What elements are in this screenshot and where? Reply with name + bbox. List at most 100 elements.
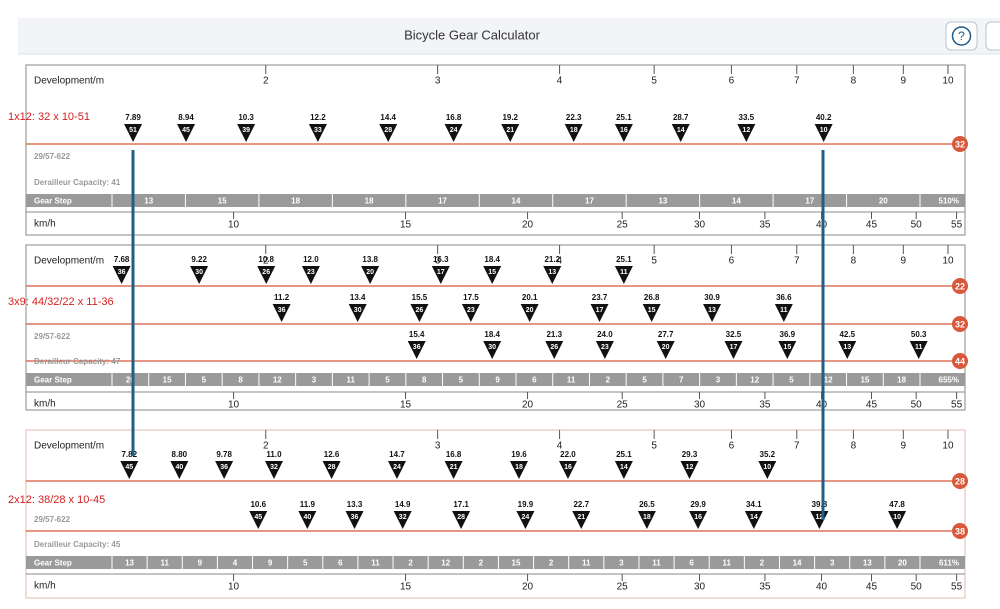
gear-marker (361, 266, 380, 284)
tick-label: 5 (651, 76, 657, 87)
tick-label: 20 (522, 220, 534, 231)
cog-teeth: 11 (915, 344, 923, 351)
gear-value: 27.7 (658, 330, 674, 339)
gear-marker (298, 511, 317, 529)
header-bar (18, 18, 1000, 54)
gear-value: 18.4 (484, 330, 500, 339)
gear-value: 22.3 (566, 113, 582, 122)
gear-value: 35.2 (760, 450, 776, 459)
gear-value: 13.4 (350, 293, 366, 302)
gear-value: 29.3 (682, 450, 698, 459)
gear-value: 10.6 (250, 500, 266, 509)
gear-step-bar (26, 373, 965, 386)
gear-marker (272, 304, 291, 322)
tick-label: 50 (911, 220, 923, 231)
gear-step: 5 (385, 376, 390, 385)
gear-step: 3 (619, 559, 624, 568)
gear-marker (614, 461, 633, 479)
gear-marker (614, 266, 633, 284)
gear-marker (703, 304, 722, 322)
tick-label: 15 (400, 400, 412, 411)
axis-title: km/h (34, 399, 56, 410)
panel (25, 429, 966, 599)
cog-teeth: 14 (620, 464, 628, 471)
cog-teeth: 16 (620, 127, 628, 134)
gear-marker (461, 304, 480, 322)
cog-teeth: 40 (303, 514, 311, 521)
tick-label: 2 (263, 441, 269, 452)
gear-step: 12 (273, 376, 282, 385)
gear-value: 30.9 (704, 293, 720, 302)
chainring-teeth: 38 (955, 526, 965, 536)
gear-marker (543, 266, 562, 284)
cog-teeth: 24 (450, 127, 458, 134)
cog-teeth: 18 (643, 514, 651, 521)
tick-label: 3 (435, 441, 441, 452)
cog-teeth: 16 (694, 514, 702, 521)
gear-value: 28.7 (673, 113, 689, 122)
gear-value: 12.2 (310, 113, 326, 122)
chainring-teeth: 32 (955, 319, 965, 329)
tick-label: 4 (557, 256, 563, 267)
gear-step: 9 (495, 376, 500, 385)
cog-teeth: 10 (763, 464, 771, 471)
gear-value: 14.7 (389, 450, 405, 459)
gear-value: 14.4 (380, 113, 396, 122)
gear-marker (774, 304, 793, 322)
gear-marker (689, 511, 708, 529)
gear-marker (257, 266, 276, 284)
cog-teeth: 16 (564, 464, 572, 471)
derailleur-capacity: Derailleur Capacity: 47 (34, 357, 121, 366)
gear-value: 16.3 (433, 255, 449, 264)
gear-marker (814, 124, 833, 142)
gear-marker (444, 461, 463, 479)
gear-step: 14 (793, 559, 802, 568)
tick-label: 55 (951, 582, 963, 593)
gear-marker (120, 461, 139, 479)
tick-label: 40 (816, 582, 828, 593)
gear-marker (410, 304, 429, 322)
cog-teeth: 45 (182, 127, 190, 134)
gear-marker (637, 511, 656, 529)
gear-marker (558, 461, 577, 479)
gear-value: 20.1 (522, 293, 538, 302)
tick-label: 15 (400, 220, 412, 231)
gear-marker (572, 511, 591, 529)
chainring-badge (952, 278, 968, 294)
help-button[interactable] (945, 21, 978, 51)
tick-label: 8 (851, 76, 857, 87)
gear-step: 12 (824, 376, 833, 385)
cog-teeth: 13 (708, 307, 716, 314)
chainring-badge (952, 316, 968, 332)
help-label[interactable]: ? (958, 29, 965, 43)
gear-step: 6 (689, 559, 694, 568)
gear-value: 17.1 (453, 500, 469, 509)
gear-value: 25.1 (616, 113, 632, 122)
tick-label: 7 (794, 441, 800, 452)
gear-step: 20 (879, 197, 888, 206)
tick-label: 20 (522, 400, 534, 411)
gear-step: 12 (750, 376, 759, 385)
gear-step: 18 (897, 376, 906, 385)
cog-teeth: 30 (488, 344, 496, 351)
gear-step: 2 (760, 559, 765, 568)
cog-teeth: 15 (488, 269, 496, 276)
cog-teeth: 12 (816, 514, 824, 521)
cog-teeth: 30 (195, 269, 203, 276)
tick-label: 45 (866, 220, 878, 231)
help-icon (951, 26, 972, 46)
cog-teeth: 26 (416, 307, 424, 314)
tick-label: 20 (522, 582, 534, 593)
gear-marker (888, 511, 907, 529)
gear-value: 11.9 (300, 500, 316, 509)
tick-label: 30 (694, 220, 706, 231)
chainring-badge (952, 136, 968, 152)
gear-marker (264, 461, 283, 479)
gear-step: 5 (459, 376, 464, 385)
cog-teeth: 36 (220, 464, 228, 471)
gear-value: 34.1 (746, 500, 762, 509)
gear-marker (215, 461, 234, 479)
cog-teeth: 14 (677, 127, 685, 134)
more-button[interactable] (985, 21, 1000, 51)
tick-label: 35 (759, 582, 771, 593)
